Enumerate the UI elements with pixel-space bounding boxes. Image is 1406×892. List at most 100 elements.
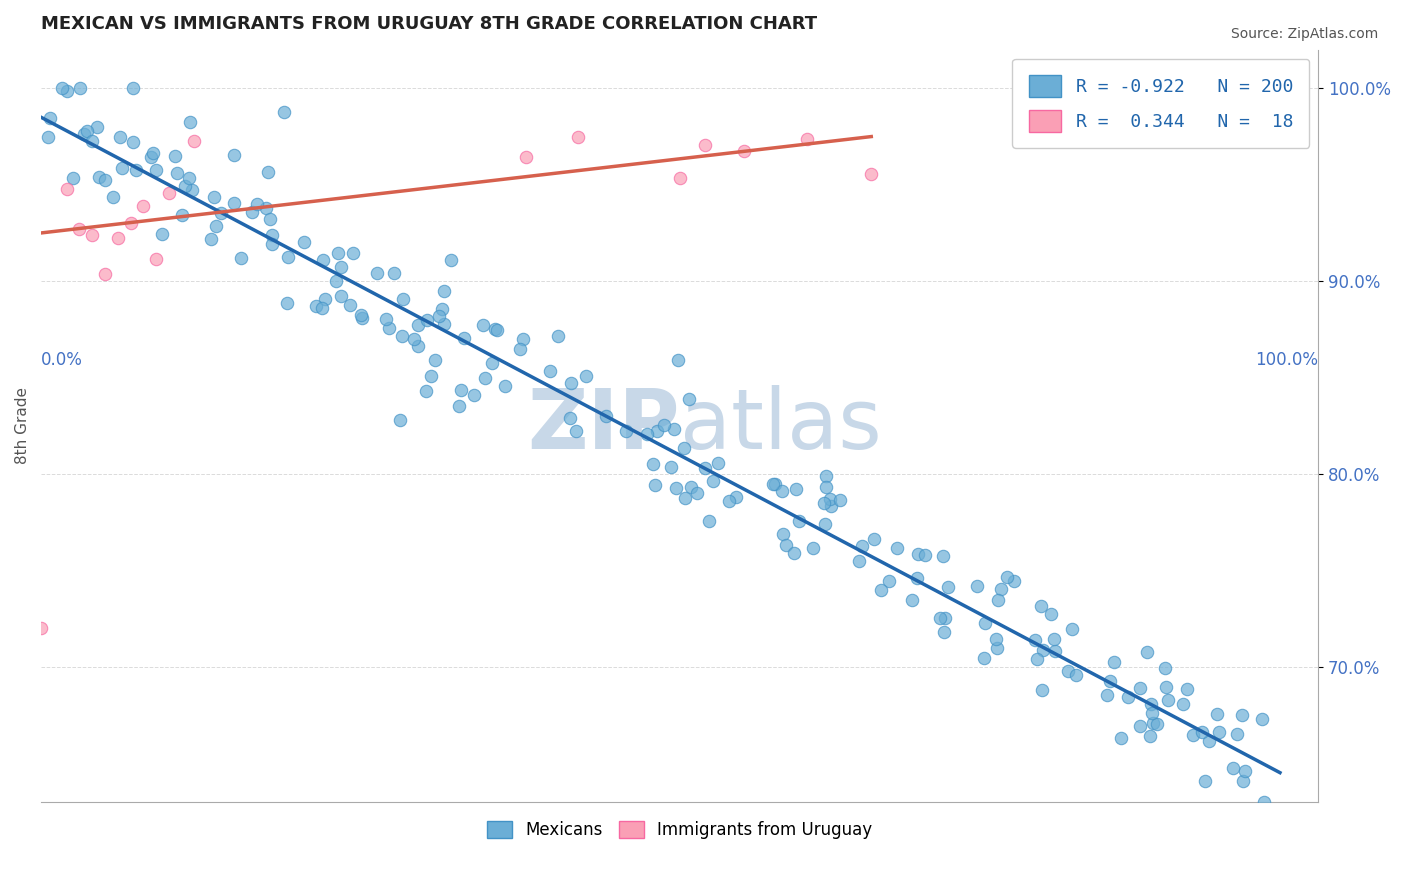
Point (575, 369, 598, 384)
Point (1208, 725, 1230, 739)
Point (787, 514, 810, 528)
Point (87, 170, 110, 185)
Point (1040, 607, 1063, 621)
Point (1222, 762, 1244, 776)
Point (73, 127, 96, 141)
Point (94, 173, 117, 187)
Point (783, 546, 806, 560)
Point (1181, 728, 1204, 742)
Point (1102, 655, 1125, 669)
Text: ZIP: ZIP (527, 385, 679, 467)
Point (1116, 690, 1139, 705)
Point (179, 115, 201, 129)
Point (259, 212, 281, 227)
Point (229, 252, 252, 266)
Point (139, 150, 162, 164)
Point (1198, 733, 1220, 747)
Point (973, 616, 995, 631)
Point (725, 490, 748, 504)
Point (37, 130, 59, 145)
Text: MEXICAN VS IMMIGRANTS FROM URUGUAY 8TH GRADE CORRELATION CHART: MEXICAN VS IMMIGRANTS FROM URUGUAY 8TH G… (41, 15, 817, 33)
Point (637, 427, 659, 442)
Point (717, 493, 740, 508)
Point (830, 492, 852, 507)
Point (707, 456, 730, 470)
Point (1226, 727, 1249, 741)
Point (240, 205, 263, 219)
Point (652, 417, 675, 432)
Point (673, 491, 696, 505)
Point (246, 197, 269, 211)
Point (932, 549, 955, 564)
Point (80, 134, 103, 148)
Point (645, 424, 668, 438)
Point (905, 571, 928, 585)
Point (150, 227, 173, 241)
Point (314, 293, 336, 307)
Point (695, 138, 717, 153)
Point (111, 161, 134, 175)
Point (392, 292, 415, 306)
Point (408, 339, 430, 353)
Point (1194, 773, 1216, 788)
Point (1097, 688, 1119, 702)
Point (936, 580, 959, 594)
Point (163, 149, 186, 163)
Point (419, 369, 441, 384)
Point (990, 582, 1012, 596)
Point (484, 321, 506, 335)
Point (702, 474, 724, 488)
Point (463, 388, 485, 402)
Point (125, 162, 148, 177)
Point (292, 235, 315, 249)
Point (1154, 661, 1177, 675)
Point (329, 260, 352, 275)
Point (1191, 724, 1213, 739)
Point (254, 201, 277, 215)
Point (772, 527, 794, 541)
Point (1146, 716, 1168, 731)
Point (644, 478, 666, 492)
Point (595, 409, 617, 423)
Point (375, 312, 398, 326)
Point (382, 266, 405, 280)
Point (987, 592, 1010, 607)
Point (1142, 706, 1164, 720)
Point (775, 538, 797, 552)
Point (929, 611, 952, 625)
Point (391, 329, 413, 343)
Point (567, 130, 589, 145)
Point (350, 310, 373, 325)
Point (678, 392, 700, 406)
Point (402, 332, 425, 346)
Point (305, 299, 328, 313)
Point (423, 352, 446, 367)
Point (430, 301, 453, 316)
Point (183, 134, 205, 148)
Point (170, 208, 193, 222)
Point (181, 183, 204, 197)
Point (973, 650, 995, 665)
Point (157, 186, 180, 200)
Point (122, 81, 145, 95)
Point (818, 491, 841, 506)
Point (934, 611, 956, 625)
Point (311, 301, 333, 315)
Point (1042, 632, 1064, 646)
Point (512, 332, 534, 346)
Point (1099, 674, 1122, 689)
Point (450, 383, 472, 397)
Point (560, 411, 582, 425)
Point (515, 150, 537, 164)
Text: Source: ZipAtlas.com: Source: ZipAtlas.com (1230, 27, 1378, 41)
Point (1139, 729, 1161, 743)
Point (1173, 697, 1195, 711)
Point (366, 266, 388, 280)
Point (62, 170, 84, 185)
Point (820, 499, 842, 513)
Point (453, 331, 475, 345)
Point (312, 252, 335, 267)
Point (76, 124, 98, 138)
Point (325, 274, 347, 288)
Point (814, 517, 837, 532)
